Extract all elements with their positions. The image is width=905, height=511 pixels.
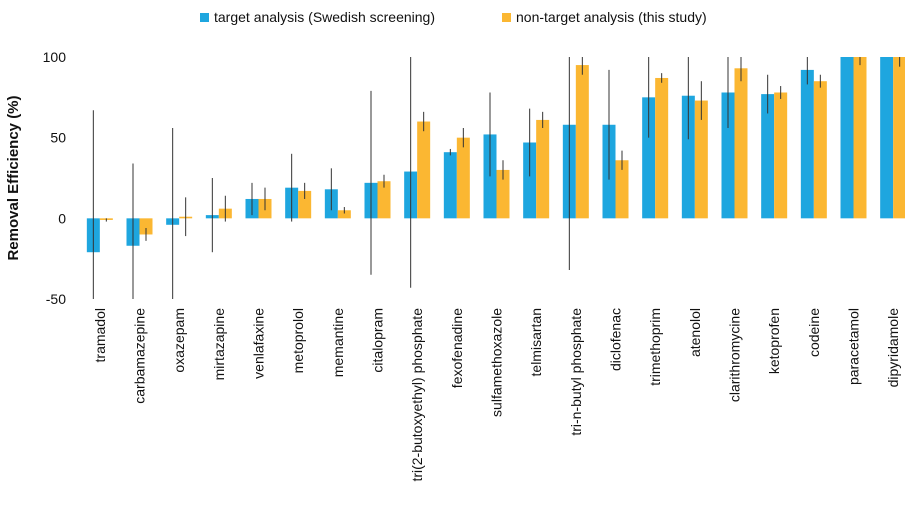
bar: [880, 57, 894, 219]
bar: [377, 181, 391, 219]
x-tick-label: telmisartan: [528, 308, 544, 376]
bar: [681, 95, 695, 219]
x-tick-label: carbamazepine: [132, 308, 148, 404]
x-tick-label: ketoprofen: [766, 308, 782, 374]
y-tick-label: 100: [43, 49, 67, 65]
legend-swatch: [200, 13, 209, 22]
bar: [800, 69, 814, 219]
bar: [734, 68, 748, 219]
y-axis-label: Removal Efficiency (%): [5, 95, 22, 260]
x-tick-label: clarithromycine: [727, 308, 743, 402]
x-tick-label: oxazepam: [171, 308, 187, 373]
bar: [853, 57, 867, 219]
bar: [721, 92, 735, 219]
y-tick-label: -50: [46, 291, 66, 307]
x-tick-label: mirtazapine: [211, 308, 227, 381]
x-tick-label: dipyridamole: [885, 308, 901, 388]
x-tick-label: paracetamol: [846, 308, 862, 385]
bar: [417, 121, 431, 219]
bar: [575, 65, 589, 219]
x-tick-label: codeine: [806, 308, 822, 357]
x-tick-label: tri-n-butyl phosphate: [568, 308, 584, 436]
x-tick-label: tramadol: [92, 308, 108, 362]
bar: [615, 160, 629, 219]
bar: [893, 57, 905, 219]
bar: [443, 152, 457, 219]
y-tick-label: 0: [58, 210, 66, 226]
legend-label: target analysis (Swedish screening): [214, 9, 435, 25]
bar: [642, 97, 656, 219]
bar: [774, 92, 788, 219]
x-tick-label: memantine: [330, 308, 346, 377]
x-tick-label: metoprolol: [290, 308, 306, 373]
bar: [655, 77, 669, 219]
x-tick-label: sulfamethoxazole: [489, 308, 505, 417]
bar: [761, 94, 775, 219]
bar: [337, 210, 351, 219]
x-tick-label: tri(2-butoxyethyl) phosphate: [409, 308, 425, 482]
x-tick-label: diclofenac: [608, 308, 624, 371]
bar: [496, 169, 510, 219]
bar: [536, 119, 550, 219]
bar: [813, 81, 827, 219]
x-tick-label: venlafaxine: [251, 308, 267, 379]
legend-label: non-target analysis (this study): [516, 9, 707, 25]
x-tick-label: trimethoprim: [647, 308, 663, 386]
x-tick-label: fexofenadine: [449, 308, 465, 388]
x-tick-label: atenolol: [687, 308, 703, 357]
bar: [456, 137, 470, 219]
legend-swatch: [502, 13, 511, 22]
plot-area: [86, 57, 905, 299]
bar: [298, 190, 312, 219]
x-tick-label: citalopram: [370, 308, 386, 373]
bar: [523, 142, 537, 219]
bar: [694, 100, 708, 219]
bar: [139, 218, 153, 235]
bar: [840, 57, 854, 219]
y-tick-label: 50: [50, 130, 66, 146]
